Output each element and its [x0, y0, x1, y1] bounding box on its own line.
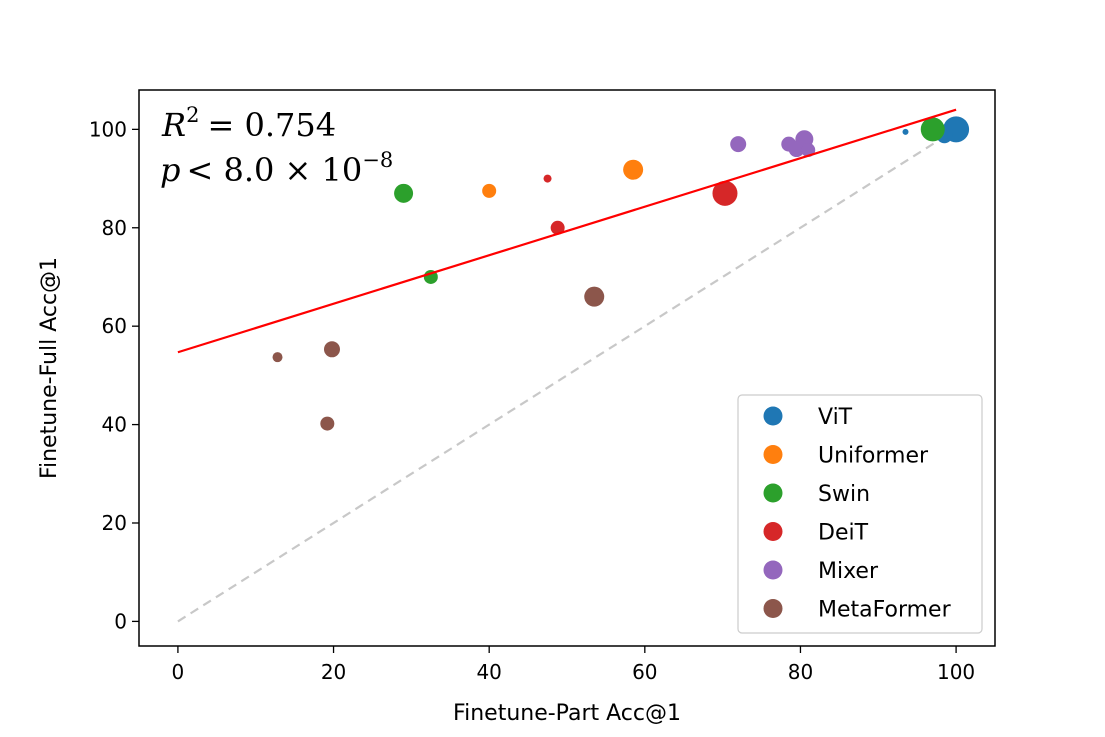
point-mixer-1 — [730, 136, 747, 153]
p-value-text: < 8.0 × 10 — [186, 151, 362, 189]
point-metaformer-4 — [584, 286, 605, 307]
x-tick-label: 100 — [937, 660, 975, 684]
x-tick-label: 0 — [172, 660, 185, 684]
r-squared-symbol: R — [161, 106, 186, 144]
point-uniformer-2 — [623, 159, 644, 180]
regression-fit-line — [177, 108, 957, 354]
legend-marker-vit — [763, 406, 783, 426]
legend-label-deit: DeiT — [818, 521, 869, 546]
plot-area-frame — [138, 89, 996, 647]
x-axis-ticks: 0 20 40 60 80 100 — [172, 646, 975, 684]
identity-line — [177, 128, 957, 623]
point-deit-2 — [550, 220, 565, 235]
legend-label-vit: ViT — [818, 405, 853, 430]
legend-box — [737, 394, 983, 634]
p-symbol: p — [160, 151, 180, 189]
r-squared-annotation: R2 = 0.754 — [161, 103, 336, 144]
x-tick-label: 60 — [632, 660, 657, 684]
r-squared-value: = 0.754 — [207, 106, 336, 144]
legend: ViT Uniformer Swin DeiT Mixer MetaFormer — [737, 394, 983, 634]
y-tick-label: 60 — [102, 314, 127, 338]
x-tick-label: 20 — [321, 660, 346, 684]
legend-label-uniformer: Uniformer — [818, 444, 929, 469]
x-tick-label: 40 — [476, 660, 501, 684]
point-swin-3 — [920, 117, 945, 142]
point-swin-1 — [394, 183, 414, 203]
legend-label-swin: Swin — [818, 482, 870, 507]
legend-label-metaformer: MetaFormer — [818, 598, 952, 623]
legend-label-mixer: Mixer — [818, 559, 879, 584]
legend-items: ViT Uniformer Swin DeiT Mixer MetaFormer — [763, 405, 952, 623]
p-value-exponent: −8 — [362, 148, 393, 172]
legend-marker-uniformer — [763, 445, 783, 464]
point-metaformer-3 — [323, 341, 340, 358]
fit-line-layer — [177, 108, 957, 354]
point-deit-1 — [543, 174, 552, 183]
y-tick-label: 0 — [114, 609, 127, 633]
x-tick-label: 80 — [788, 660, 813, 684]
point-deit-3 — [712, 180, 738, 206]
point-vit-3 — [902, 128, 909, 135]
x-axis-label: Finetune-Part Acc@1 — [453, 701, 681, 726]
point-uniformer-1 — [482, 183, 497, 198]
y-tick-label: 100 — [89, 117, 127, 141]
legend-marker-deit — [763, 522, 783, 541]
y-axis-ticks: 0 20 40 60 80 100 — [89, 117, 139, 633]
identity-line-layer — [177, 128, 957, 623]
r-squared-exponent: 2 — [186, 103, 199, 127]
point-metaformer-1 — [272, 352, 283, 363]
point-metaformer-2 — [320, 416, 335, 431]
y-tick-label: 80 — [102, 216, 127, 240]
y-axis-label: Finetune-Full Acc@1 — [37, 257, 62, 479]
y-tick-label: 40 — [102, 413, 127, 437]
legend-marker-metaformer — [763, 599, 783, 618]
y-tick-label: 20 — [102, 511, 127, 535]
legend-marker-mixer — [763, 560, 783, 580]
p-value-annotation: p < 8.0 × 10−8 — [160, 148, 393, 189]
legend-marker-swin — [763, 483, 783, 503]
